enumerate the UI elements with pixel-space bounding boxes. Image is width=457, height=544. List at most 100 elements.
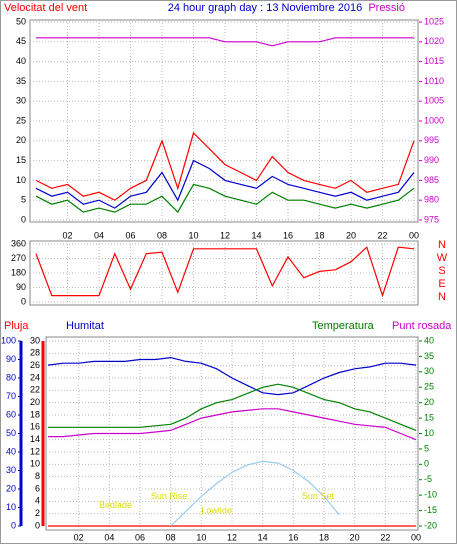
- y-tick-label: 1005: [424, 96, 444, 106]
- y-tick-label: 90: [6, 354, 16, 364]
- y-tick-label: 15: [424, 412, 434, 422]
- y-tick-label: -10: [424, 490, 437, 500]
- y-tick-label: 10: [424, 428, 434, 438]
- y-tick-label: 15: [16, 155, 26, 165]
- x-tick-label: 12: [227, 532, 237, 542]
- y-tick-label: 985: [424, 175, 439, 185]
- direction-label: N: [438, 239, 446, 251]
- wind-title: Velocitat del vent: [4, 2, 87, 14]
- y-tick-label: 1010: [424, 76, 444, 86]
- y-tick-label: 10: [6, 502, 16, 512]
- rain-title: Pluja: [4, 320, 29, 332]
- annotation: Birdlade: [99, 500, 132, 510]
- y-tick-label: 6: [35, 483, 40, 493]
- y-tick-label: 0: [21, 214, 26, 224]
- series-line: [35, 246, 415, 298]
- y-tick-label: 28: [30, 348, 40, 358]
- x-tick-label: 06: [125, 230, 135, 240]
- x-tick-label: 06: [135, 532, 145, 542]
- x-tick-label: 22: [380, 532, 390, 542]
- x-tick-label: 02: [62, 230, 72, 240]
- y-tick-label: 4: [35, 496, 40, 506]
- y-tick-label: 40: [424, 335, 434, 345]
- y-tick-label: 14: [30, 434, 40, 444]
- annotation: Sun Rise: [151, 491, 188, 501]
- x-tick-label: 20: [346, 230, 356, 240]
- y-tick-label: 18: [30, 409, 40, 419]
- direction-label: E: [438, 278, 445, 290]
- y-tick-label: 20: [424, 397, 434, 407]
- y-tick-label: 0: [11, 520, 16, 530]
- series-line: [48, 408, 417, 441]
- y-tick-label: 20: [6, 483, 16, 493]
- y-tick-label: 45: [16, 36, 26, 46]
- chart-title: 24 hour graph day : 13 Noviembre 2016: [168, 2, 362, 14]
- y-tick-label: 1020: [424, 36, 444, 46]
- y-tick-label: 0: [21, 296, 26, 306]
- y-tick-label: 40: [16, 56, 26, 66]
- x-tick-label: 02: [74, 532, 84, 542]
- series-line: [48, 383, 417, 431]
- series-line: [35, 131, 415, 201]
- y-tick-label: 25: [16, 115, 26, 125]
- x-tick-label: 00: [411, 532, 421, 542]
- y-tick-label: 5: [424, 443, 429, 453]
- y-tick-label: 20: [30, 397, 40, 407]
- y-tick-label: 5: [21, 195, 26, 205]
- temp-title: Temperatura: [312, 320, 375, 332]
- y-tick-label: 12: [30, 446, 40, 456]
- y-tick-label: 35: [16, 76, 26, 86]
- y-tick-label: 8: [35, 471, 40, 481]
- x-tick-label: 22: [377, 230, 387, 240]
- y-tick-label: 10: [30, 459, 40, 469]
- x-tick-label: 16: [288, 532, 298, 542]
- y-tick-label: 30: [30, 335, 40, 345]
- y-tick-label: 1025: [424, 16, 444, 26]
- y-tick-label: 20: [16, 135, 26, 145]
- y-tick-label: 80: [6, 372, 16, 382]
- y-tick-label: 26: [30, 360, 40, 370]
- x-tick-label: 14: [251, 230, 261, 240]
- y-tick-label: -15: [424, 505, 437, 515]
- x-tick-label: 10: [188, 230, 198, 240]
- x-tick-label: 20: [350, 532, 360, 542]
- y-tick-label: 0: [424, 459, 429, 469]
- y-tick-label: 50: [6, 428, 16, 438]
- y-tick-label: 22: [30, 385, 40, 395]
- x-tick-label: 04: [104, 532, 114, 542]
- y-tick-label: 25: [424, 382, 434, 392]
- y-tick-label: 60: [6, 409, 16, 419]
- x-tick-label: 10: [196, 532, 206, 542]
- x-tick-label: 08: [166, 532, 176, 542]
- y-tick-label: 35: [424, 351, 434, 361]
- series-line: [35, 159, 415, 209]
- series-line: [47, 356, 417, 396]
- y-tick-label: 995: [424, 135, 439, 145]
- x-tick-label: 18: [314, 230, 324, 240]
- direction-label: S: [438, 265, 445, 277]
- humidity-title: Humitat: [66, 320, 104, 332]
- y-tick-label: 30: [16, 96, 26, 106]
- x-tick-label: 12: [220, 230, 230, 240]
- y-tick-label: 180: [11, 267, 26, 277]
- y-tick-label: 30: [6, 465, 16, 475]
- annotation: Lowlide: [201, 506, 232, 516]
- y-tick-label: 0: [35, 520, 40, 530]
- x-tick-label: 00: [409, 230, 419, 240]
- y-tick-label: 980: [424, 195, 439, 205]
- x-tick-label: 04: [94, 230, 104, 240]
- y-tick-label: 16: [30, 422, 40, 432]
- y-tick-label: 1000: [424, 115, 444, 125]
- x-tick-label: 08: [157, 230, 167, 240]
- x-tick-label: 18: [319, 532, 329, 542]
- y-tick-label: 270: [11, 253, 26, 263]
- y-tick-label: 10: [16, 175, 26, 185]
- y-tick-label: 24: [30, 372, 40, 382]
- y-tick-label: 100: [1, 335, 16, 345]
- x-tick-label: 14: [258, 532, 268, 542]
- y-tick-label: 2: [35, 508, 40, 518]
- x-tick-label: 16: [283, 230, 293, 240]
- y-tick-label: 1015: [424, 56, 444, 66]
